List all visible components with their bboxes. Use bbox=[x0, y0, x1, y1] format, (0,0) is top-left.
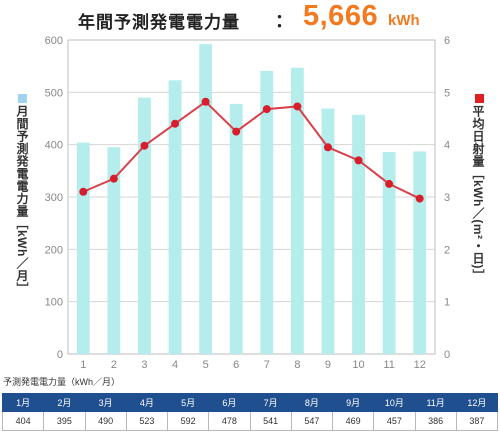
irradiance-point-11 bbox=[385, 179, 394, 188]
right-axis-legend: 平均日射量［kWh／(m²・日)］ bbox=[470, 94, 488, 282]
irradiance-point-2 bbox=[109, 174, 118, 183]
monthly-table: 1月 2月 3月 4月 5月 6月 7月 8月 9月 10月 11月 12月 404 395 490 523… bbox=[1, 393, 499, 431]
x-tick-label: 11 bbox=[383, 359, 394, 370]
month-header-11: 11月 bbox=[414, 393, 457, 412]
month-value-3: 490 bbox=[84, 411, 127, 431]
month-header-10: 10月 bbox=[373, 393, 416, 412]
month-value-2: 395 bbox=[43, 411, 86, 431]
bar-month-6 bbox=[229, 103, 243, 354]
x-tick-label: 4 bbox=[172, 359, 178, 370]
month-value-9: 469 bbox=[331, 411, 375, 431]
table-caption: 予測発電電力量（kWh／月） bbox=[3, 377, 121, 387]
bar-legend-swatch bbox=[17, 94, 27, 103]
x-tick-label: 6 bbox=[233, 359, 239, 370]
right-axis-label: 平均日射量［kWh／(m²・日)］ bbox=[471, 105, 485, 282]
left-tick-label: 300 bbox=[45, 192, 63, 204]
right-tick-label: 4 bbox=[444, 140, 450, 152]
x-tick-label: 10 bbox=[352, 359, 364, 370]
month-value-8: 547 bbox=[290, 411, 334, 431]
header: 年間予測発電電力量 ： 5,666 kWh bbox=[0, 0, 500, 36]
left-tick-label: 100 bbox=[45, 297, 63, 309]
irradiance-line bbox=[82, 100, 421, 200]
right-tick-label: 6 bbox=[444, 35, 450, 47]
month-value-5: 592 bbox=[166, 411, 210, 431]
irradiance-point-4 bbox=[171, 119, 180, 128]
left-tick-label: 400 bbox=[45, 140, 63, 152]
month-value-10: 457 bbox=[373, 411, 416, 431]
month-value-6: 478 bbox=[208, 411, 251, 431]
bar-month-11 bbox=[382, 151, 396, 354]
annual-total-unit: kWh bbox=[388, 12, 420, 29]
left-tick-label: 200 bbox=[45, 244, 63, 256]
irradiance-point-3 bbox=[140, 141, 149, 150]
irradiance-point-8 bbox=[293, 102, 302, 111]
left-tick-label: 600 bbox=[45, 35, 63, 47]
month-value-11: 386 bbox=[414, 411, 457, 431]
irradiance-point-12 bbox=[415, 194, 424, 203]
right-tick-label: 2 bbox=[444, 244, 450, 256]
irradiance-point-1 bbox=[79, 187, 88, 196]
left-axis-label: 月間予測発電電力量［kWh／月］ bbox=[15, 105, 29, 295]
bar-month-9 bbox=[321, 108, 335, 354]
month-header-2: 2月 bbox=[43, 393, 86, 412]
left-tick-label: 500 bbox=[45, 87, 63, 99]
right-tick-label: 1 bbox=[444, 297, 450, 309]
left-axis-legend: 月間予測発電電力量［kWh／月］ bbox=[14, 94, 30, 294]
annual-title: 年間予測発電電力量 bbox=[78, 13, 240, 32]
month-header-3: 3月 bbox=[84, 393, 127, 412]
month-header-1: 1月 bbox=[1, 393, 45, 412]
irradiance-point-6 bbox=[232, 127, 241, 136]
bar-month-1 bbox=[76, 142, 90, 354]
x-tick-label: 7 bbox=[264, 359, 270, 370]
bar-month-4 bbox=[168, 80, 182, 354]
month-header-9: 9月 bbox=[331, 393, 375, 412]
bar-month-12 bbox=[413, 151, 427, 354]
right-tick-label: 3 bbox=[444, 192, 450, 204]
month-header-12: 12月 bbox=[455, 393, 499, 412]
x-tick-label: 3 bbox=[141, 359, 147, 370]
bar-month-5 bbox=[199, 44, 213, 354]
month-value-12: 387 bbox=[455, 411, 499, 431]
bar-month-2 bbox=[107, 147, 121, 354]
month-header-4: 4月 bbox=[125, 393, 169, 412]
x-tick-label: 8 bbox=[294, 359, 300, 370]
bar-month-10 bbox=[352, 114, 365, 354]
title-colon: ： bbox=[275, 11, 293, 31]
month-header-6: 6月 bbox=[208, 393, 251, 412]
month-header-5: 5月 bbox=[166, 393, 210, 412]
x-tick-label: 2 bbox=[111, 359, 117, 370]
month-value-1: 404 bbox=[1, 411, 45, 431]
line-legend-marker bbox=[474, 94, 484, 103]
x-tick-label: 5 bbox=[203, 359, 209, 370]
month-header-7: 7月 bbox=[249, 393, 292, 412]
irradiance-point-9 bbox=[323, 143, 332, 152]
irradiance-point-5 bbox=[201, 97, 210, 106]
bar-month-7 bbox=[260, 70, 274, 355]
irradiance-point-10 bbox=[354, 156, 363, 165]
bar-month-8 bbox=[290, 67, 304, 354]
month-header-8: 8月 bbox=[290, 393, 334, 412]
right-tick-label: 0 bbox=[444, 349, 450, 361]
left-tick-label: 0 bbox=[57, 349, 63, 361]
right-tick-label: 5 bbox=[444, 87, 450, 99]
x-tick-label: 9 bbox=[325, 359, 331, 370]
value-row: 404 395 490 523 592 478 541 547 469 457 386 387 bbox=[1, 411, 499, 431]
irradiance-point-7 bbox=[262, 105, 271, 114]
x-tick-label: 12 bbox=[414, 359, 426, 370]
annual-total-value: 5,666 bbox=[303, 0, 379, 32]
month-value-7: 541 bbox=[249, 411, 292, 431]
month-header-row: 1月 2月 3月 4月 5月 6月 7月 8月 9月 10月 11月 12月 bbox=[1, 393, 499, 412]
bar-month-3 bbox=[138, 97, 151, 355]
x-tick-label: 1 bbox=[80, 359, 86, 370]
month-value-4: 523 bbox=[125, 411, 169, 431]
